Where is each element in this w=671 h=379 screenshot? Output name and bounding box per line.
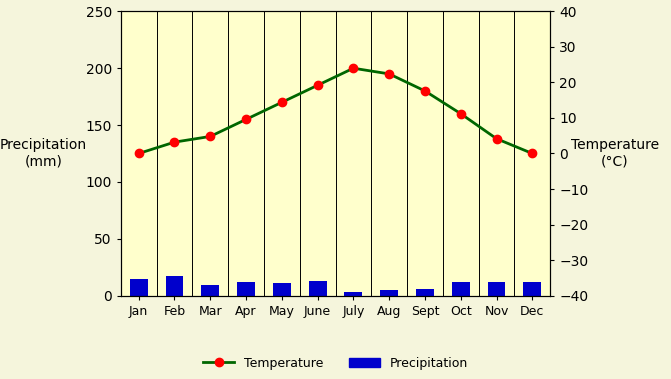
Bar [488, 282, 505, 296]
Bar [166, 276, 183, 296]
Bar [309, 281, 327, 296]
Text: Precipitation
(mm): Precipitation (mm) [0, 138, 87, 169]
Bar [416, 289, 434, 296]
Bar [130, 279, 148, 296]
Bar [273, 283, 291, 296]
Text: Temperature
(°C): Temperature (°C) [570, 138, 659, 169]
Bar [452, 282, 470, 296]
Bar [380, 290, 398, 296]
Bar [523, 282, 541, 296]
Bar [237, 282, 255, 296]
Bar [344, 292, 362, 296]
Legend: Temperature, Precipitation: Temperature, Precipitation [198, 352, 473, 375]
Bar [201, 285, 219, 296]
